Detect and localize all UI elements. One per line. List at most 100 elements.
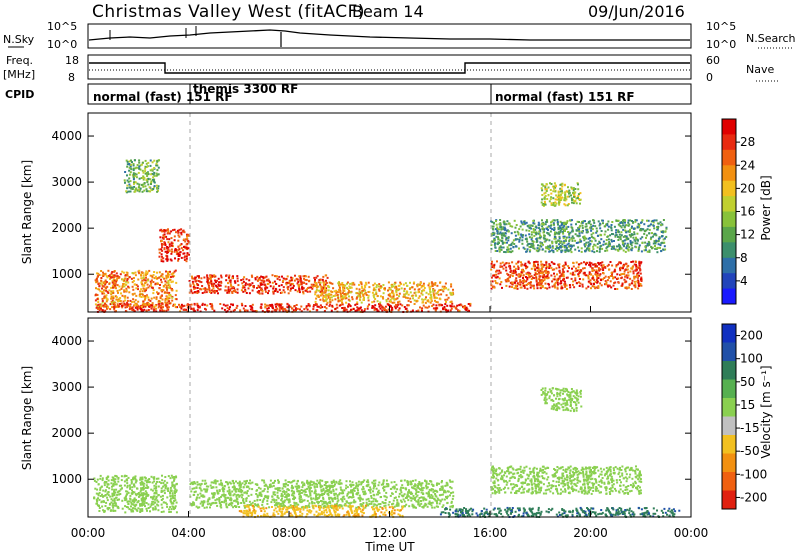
heatmap-cell [315,297,318,300]
heatmap-cell [603,225,606,228]
heatmap-cell [213,309,216,312]
heatmap-cell [229,306,231,309]
heatmap-cell [161,255,163,258]
heatmap-cell [596,234,599,237]
heatmap-cell [529,246,532,248]
heatmap-cell [131,285,134,288]
heatmap-cell [336,294,339,296]
heatmap-cell [354,500,357,503]
heatmap-cell [568,245,570,248]
heatmap-cell [532,228,535,231]
heatmap-cell [308,305,311,308]
heatmap-cell [450,300,453,303]
heatmap-cell [445,308,447,311]
heatmap-cell [341,492,343,495]
heatmap-cell [131,272,134,274]
region-patch_2800 [540,182,582,207]
heatmap-cell [352,496,355,499]
heatmap-cell [272,285,275,288]
heatmap-cell [568,189,571,192]
heatmap-cell [570,277,573,280]
heatmap-cell [624,221,626,224]
heatmap-cell [529,286,532,289]
heatmap-cell [297,285,300,288]
heatmap-cell [354,303,357,306]
heatmap-cell [561,196,563,199]
heatmap-cell [559,190,562,193]
heatmap-cell [571,199,573,201]
heatmap-cell [547,265,550,268]
heatmap-cell [315,284,318,287]
heatmap-cell [261,490,264,493]
heatmap-cell [623,239,626,242]
heatmap-cell [502,267,505,270]
heatmap-cell [128,183,131,186]
heatmap-cell [614,281,617,284]
heatmap-cell [600,230,603,232]
heatmap-cell [112,278,115,281]
heatmap-cell [436,301,439,304]
heatmap-cell [117,300,119,303]
colorbar-tick-label: 20 [740,181,755,195]
heatmap-cell [585,287,588,290]
heatmap-cell [133,182,135,185]
heatmap-cell [315,482,317,485]
heatmap-cell [117,298,120,301]
heatmap-cell [336,502,338,505]
heatmap-cell [178,235,181,238]
heatmap-cell [132,173,135,176]
heatmap-cell [561,265,564,268]
heatmap-cell [191,292,194,295]
heatmap-cell [244,290,247,293]
heatmap-cell [657,243,660,246]
heatmap-cell [140,305,143,308]
heatmap-cell [307,304,310,307]
heatmap-cell [266,307,269,310]
heatmap-cell [416,486,419,489]
heatmap-cell [567,250,570,253]
heatmap-cell [563,280,566,283]
heatmap-cell [166,238,169,241]
heatmap-cell [594,287,597,290]
heatmap-cell [278,278,281,281]
heatmap-cell [523,280,526,283]
heatmap-cell [576,182,579,185]
heatmap-cell [447,296,450,299]
heatmap-cell [349,305,352,308]
heatmap-cell [272,493,275,496]
heatmap-cell [155,184,158,187]
heatmap-cell [312,497,315,500]
heatmap-cell [156,187,158,189]
heatmap-cell [491,232,494,235]
heatmap-cell [315,494,318,497]
heatmap-cell [644,245,647,248]
heatmap-cell [379,301,382,304]
heatmap-cell [539,228,542,231]
heatmap-cell [566,270,569,273]
heatmap-cell [508,244,511,247]
heatmap-cell [277,489,279,492]
heatmap-cell [541,272,544,275]
heatmap-cell [445,495,447,498]
heatmap-cell [105,289,108,292]
heatmap-cell [557,239,560,242]
heatmap-cell [528,226,531,229]
heatmap-cell [535,241,538,243]
heatmap-cell [395,504,398,507]
heatmap-cell [213,480,216,483]
heatmap-cell [301,288,304,290]
heatmap-cell [257,278,260,281]
heatmap-cell [203,500,206,503]
heatmap-cell [322,489,325,492]
heatmap-cell [395,291,398,294]
heatmap-cell [153,178,156,181]
heatmap-cell [234,488,237,491]
heatmap-cell [567,242,570,245]
heatmap-cell [241,304,244,307]
heatmap-cell [553,185,555,188]
heatmap-cell [235,494,238,497]
heatmap-cell [541,194,544,196]
heatmap-cell [248,283,251,286]
heatmap-cell [550,196,553,199]
heatmap-cell [638,284,640,287]
